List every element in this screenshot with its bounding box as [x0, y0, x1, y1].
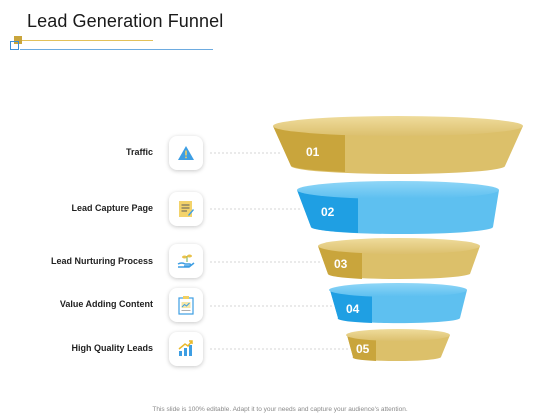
stage-label-lead-capture-page: Lead Capture Page — [71, 203, 153, 213]
icon-box-traffic — [169, 136, 203, 170]
stage-number-05: 05 — [356, 342, 370, 356]
hand-plant-icon — [177, 254, 195, 268]
icon-box-value-content — [169, 288, 203, 322]
clipboard-chart-icon — [178, 296, 194, 315]
document-icon — [179, 201, 194, 217]
connector-lines — [210, 152, 350, 350]
page-title: Lead Generation Funnel — [27, 11, 224, 31]
title-decoration — [10, 36, 213, 50]
icon-box-lead-capture — [169, 192, 203, 226]
funnel-segment-04 — [329, 283, 467, 324]
stage-number-04: 04 — [346, 302, 360, 316]
warning-icon — [178, 146, 194, 160]
stage-number-01: 01 — [306, 145, 320, 159]
funnel-segment-05 — [346, 329, 450, 361]
stage-number-02: 02 — [321, 205, 335, 219]
stage-label-traffic: Traffic — [125, 147, 153, 157]
growth-chart-icon — [178, 340, 193, 356]
footer-note: This slide is 100% editable. Adapt it to… — [152, 406, 408, 413]
funnel-segment-03 — [318, 238, 480, 280]
icon-box-lead-nurturing — [169, 244, 203, 278]
funnel-segment-02 — [297, 181, 499, 234]
stage-label-value-adding-content: Value Adding Content — [59, 299, 153, 309]
icon-box-high-quality-leads — [169, 332, 203, 366]
stage-number-03: 03 — [334, 257, 348, 271]
stage-label-high-quality-leads: High Quality Leads — [71, 343, 153, 353]
funnel-segment-01 — [273, 116, 523, 174]
stage-label-lead-nurturing-process: Lead Nurturing Process — [50, 256, 153, 266]
